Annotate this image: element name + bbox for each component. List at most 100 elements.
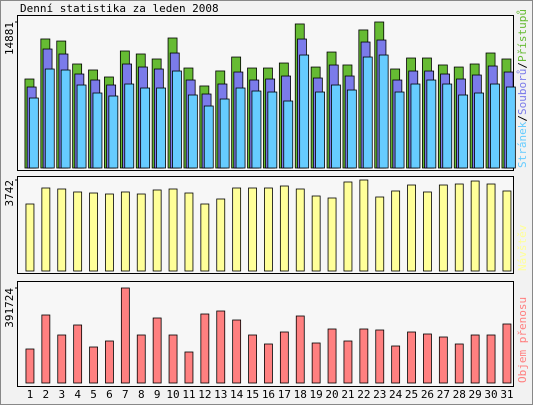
chart-title: Denní statistika za leden 2008 — [20, 2, 219, 15]
legend-separator: / — [516, 62, 529, 69]
bar — [136, 193, 146, 272]
y-tick-label: 3742 — [3, 180, 16, 207]
bar — [359, 328, 369, 384]
bar — [25, 348, 35, 384]
bar — [120, 287, 130, 384]
bar — [251, 90, 262, 169]
bar — [311, 342, 321, 384]
legend: Stránek/Souborů/Přístupů — [516, 9, 529, 168]
x-tick-label: 4 — [74, 388, 81, 401]
bar — [458, 94, 469, 169]
x-tick-label: 20 — [325, 388, 338, 401]
bar — [140, 87, 151, 169]
x-tick-label: 23 — [373, 388, 386, 401]
bar — [152, 317, 162, 384]
x-tick-label: 2 — [43, 388, 50, 401]
y-tick-label: 14881 — [3, 22, 16, 55]
x-tick-label: 30 — [484, 388, 497, 401]
bar — [438, 336, 448, 384]
x-tick-label: 28 — [453, 388, 466, 401]
bar — [105, 340, 114, 384]
bar — [92, 92, 103, 169]
bar — [264, 343, 273, 384]
bar — [283, 100, 294, 169]
x-tick-label: 21 — [341, 388, 354, 401]
bar — [295, 315, 305, 384]
bar — [216, 310, 226, 384]
bar — [426, 79, 437, 169]
bar — [375, 196, 385, 272]
bar — [57, 188, 67, 272]
bar — [73, 191, 83, 272]
x-tick-label: 15 — [246, 388, 259, 401]
bar — [359, 179, 369, 272]
bar — [378, 54, 389, 169]
bar — [184, 351, 194, 384]
bar — [391, 190, 401, 272]
bar — [486, 183, 496, 272]
x-tick-label: 7 — [122, 388, 129, 401]
x-tick-label: 5 — [90, 388, 97, 401]
bar — [57, 334, 67, 384]
bar — [216, 198, 226, 272]
bar — [502, 323, 512, 384]
bar — [60, 69, 71, 169]
legend: Objem přenosu — [516, 297, 529, 383]
x-tick-label: 22 — [357, 388, 370, 401]
bar — [346, 89, 357, 169]
bar — [184, 192, 194, 272]
legend: Návštěv — [516, 224, 529, 271]
x-tick-label: 27 — [437, 388, 450, 401]
x-tick-label: 1 — [27, 388, 34, 401]
bar — [327, 197, 337, 272]
bar — [502, 190, 512, 272]
bar — [423, 333, 432, 384]
bar — [89, 192, 98, 272]
bar — [172, 70, 182, 169]
bar — [168, 188, 178, 272]
legend-entry: Návštěv — [516, 224, 529, 271]
x-tick-label: 8 — [138, 388, 145, 401]
bar — [124, 83, 135, 169]
bar — [73, 324, 83, 384]
x-tick-label: 6 — [106, 388, 113, 401]
bar — [391, 345, 401, 384]
legend-entry: Objem přenosu — [516, 297, 529, 383]
x-tick-label: 29 — [469, 388, 482, 401]
x-tick-label: 17 — [278, 388, 291, 401]
x-tick-label: 26 — [421, 388, 434, 401]
bar — [505, 86, 516, 169]
bar — [76, 84, 87, 169]
bar — [295, 188, 305, 272]
bar — [232, 187, 242, 272]
bar — [105, 193, 114, 272]
bar — [152, 189, 162, 272]
bar — [454, 183, 464, 272]
x-tick-label: 18 — [294, 388, 307, 401]
bar — [41, 187, 51, 272]
bar — [394, 91, 405, 169]
legend-separator: / — [516, 115, 529, 122]
bar — [343, 181, 353, 272]
bar — [200, 203, 210, 272]
bar — [331, 84, 341, 169]
bar — [267, 91, 278, 169]
x-tick-label: 13 — [214, 388, 227, 401]
x-tick-label: 3 — [58, 388, 65, 401]
legend-entry: Stránek — [516, 121, 529, 168]
bar — [375, 329, 385, 384]
bar — [454, 343, 464, 384]
x-tick-label: 25 — [405, 388, 418, 401]
bar — [41, 314, 51, 384]
bar — [120, 191, 130, 272]
bar — [28, 97, 39, 169]
bar — [362, 56, 373, 169]
bar — [279, 185, 289, 272]
legend-entry: Přístupů — [516, 9, 529, 62]
bar — [219, 98, 230, 169]
x-tick-label: 10 — [166, 388, 179, 401]
bar — [470, 334, 480, 384]
bar — [407, 331, 416, 384]
bar — [89, 346, 98, 384]
bar — [108, 95, 119, 169]
